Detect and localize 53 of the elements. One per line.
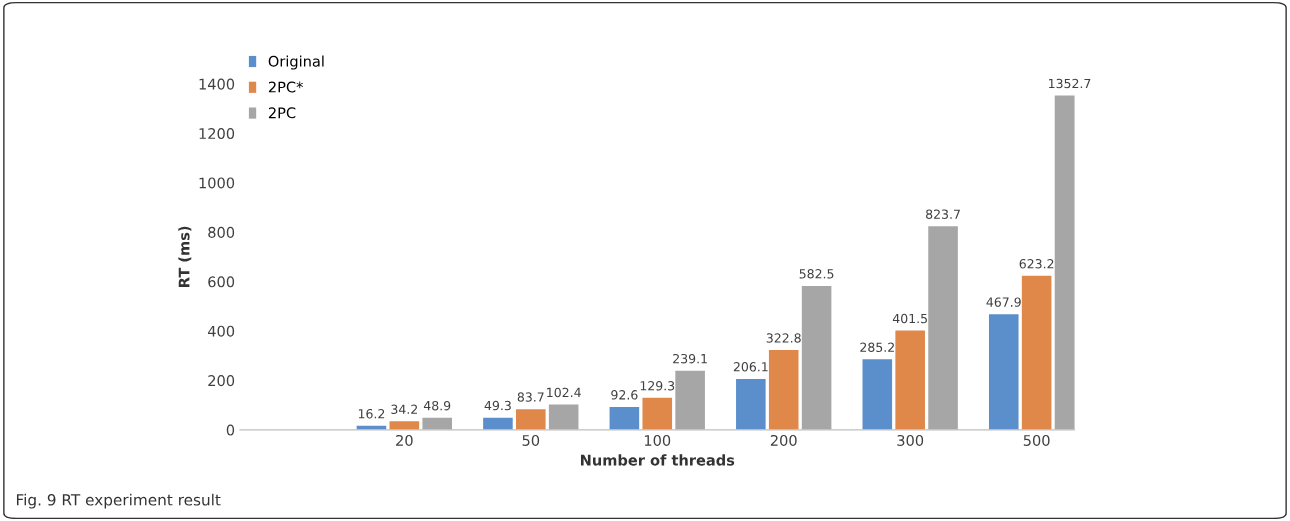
data-label: 823.7 (926, 209, 960, 219)
y-tick-label: 200 (208, 375, 235, 387)
x-tick-label: 300 (897, 434, 924, 446)
data-label: 206.1 (733, 362, 768, 372)
legend-label: Original (268, 55, 324, 70)
bar (548, 404, 579, 430)
bar (768, 350, 799, 430)
bar (609, 406, 640, 430)
bar (422, 417, 453, 430)
data-label: 1352.7 (1049, 78, 1091, 89)
caption: Fig. 9 RT experiment result (16, 493, 221, 509)
bar (483, 417, 513, 430)
data-label: 239.1 (673, 353, 707, 364)
bar (642, 397, 673, 430)
data-label: 582.5 (799, 269, 834, 279)
data-label: 92.6 (611, 390, 638, 400)
data-label: 102.4 (547, 387, 581, 398)
legend-label: 2PC* (268, 81, 303, 93)
data-label: 322.8 (766, 333, 801, 343)
bar (862, 359, 893, 430)
x-axis-title: Number of threads (580, 454, 735, 466)
data-label: 129.3 (640, 381, 675, 391)
x-tick-label: 500 (1023, 434, 1050, 446)
data-label: 401.5 (892, 313, 927, 324)
y-tick-label: 600 (208, 276, 235, 288)
y-tick-label: 400 (207, 325, 235, 337)
data-label: 467.9 (986, 297, 1021, 307)
data-label: 285.2 (860, 342, 894, 352)
bar (675, 370, 705, 430)
data-label: 83.7 (517, 392, 544, 402)
legend-label: 2PC (268, 107, 296, 119)
x-tick-label: 200 (770, 434, 797, 446)
data-label: 34.2 (391, 404, 417, 415)
y-tick-label: 1000 (199, 177, 235, 189)
x-tick-label: 20 (396, 434, 413, 446)
data-label: 16.2 (358, 409, 385, 419)
y-tick-label: 1200 (199, 128, 235, 140)
data-label: 623.2 (1019, 259, 1054, 269)
bar (736, 378, 766, 430)
data-label: 48.9 (423, 400, 451, 411)
x-tick-label: 100 (644, 434, 671, 446)
y-tick-label: 1400 (199, 78, 235, 90)
data-label: 49.3 (484, 400, 511, 411)
bar (928, 226, 958, 430)
y-tick-label: 800 (208, 226, 235, 238)
y-tick-label: 0 (226, 424, 235, 436)
bar (516, 409, 546, 430)
bar (389, 421, 420, 430)
bar (895, 330, 925, 430)
x-tick-label: 50 (522, 434, 540, 446)
bar (988, 314, 1019, 430)
y-axis-title: RT (ms) (178, 226, 192, 287)
bar (801, 285, 832, 430)
